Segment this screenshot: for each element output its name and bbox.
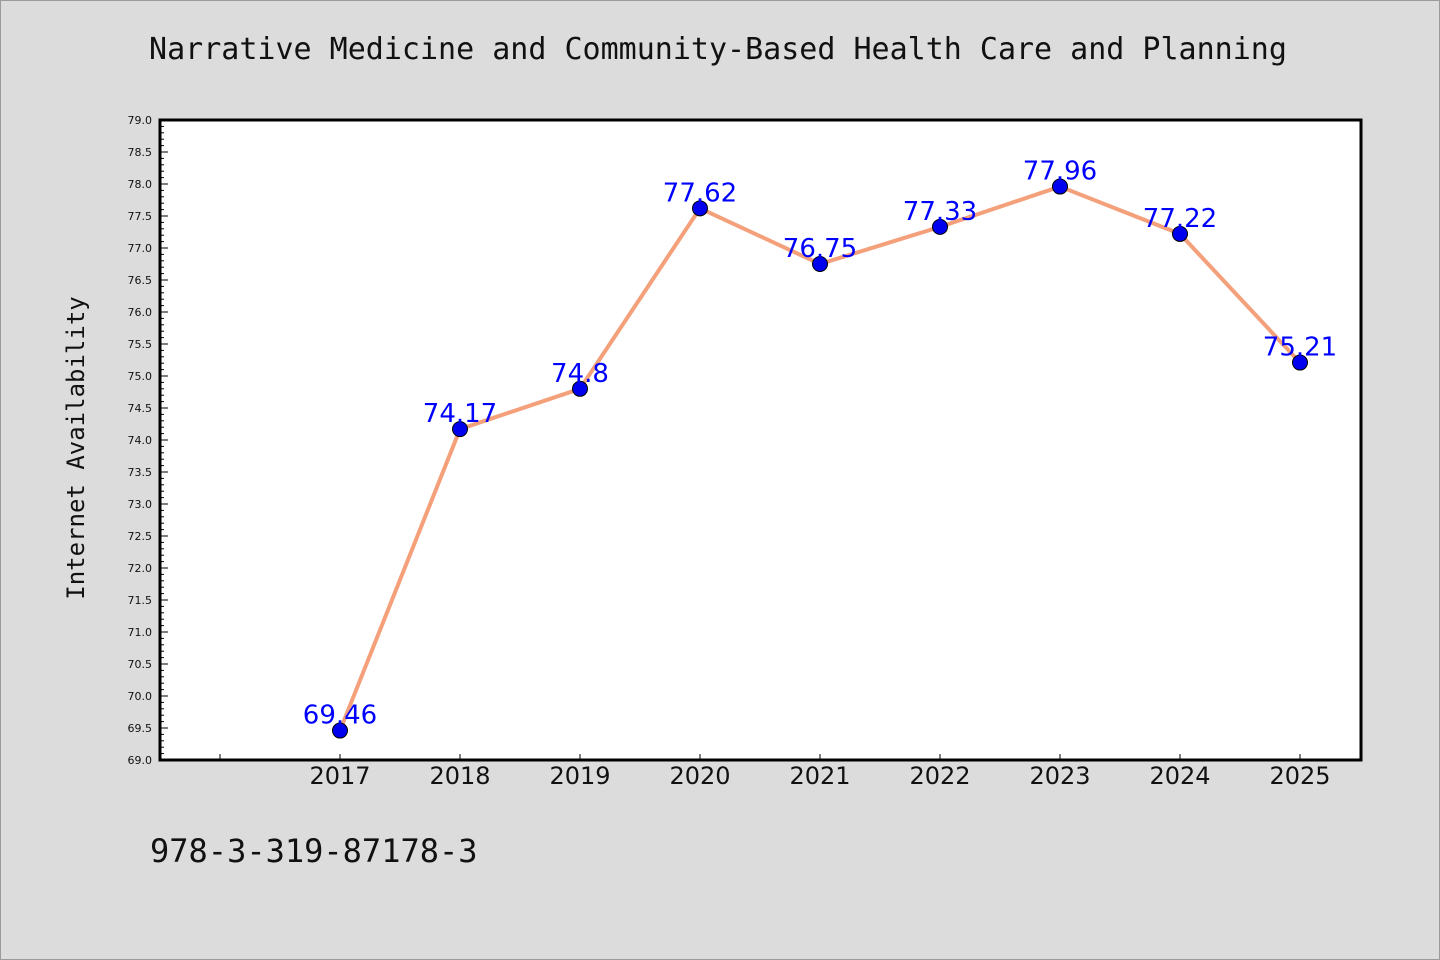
y-tick-label: 76.0 <box>128 306 153 319</box>
y-tick-label: 70.5 <box>128 658 153 671</box>
x-tick-label: 2019 <box>549 762 610 790</box>
y-tick-label: 79.0 <box>128 114 153 127</box>
data-point <box>932 218 948 235</box>
y-tick-label: 77.0 <box>128 242 153 255</box>
y-tick-label: 70.0 <box>128 690 153 703</box>
y-tick-label: 74.0 <box>128 434 153 447</box>
y-tick-label: 78.5 <box>128 146 153 159</box>
x-tick-label: 2020 <box>669 762 730 790</box>
chart-title: Narrative Medicine and Community-Based H… <box>149 32 1287 67</box>
y-tick-label: 73.0 <box>128 498 153 511</box>
data-label: 74.8 <box>551 359 609 389</box>
x-tick-label: 2022 <box>909 762 970 790</box>
y-tick-label: 77.5 <box>128 210 153 223</box>
y-tick-label: 75.0 <box>128 370 153 383</box>
data-label: 75.21 <box>1263 333 1337 363</box>
x-tick-label: 2024 <box>1149 762 1210 790</box>
plot-frame <box>158 118 1363 762</box>
data-point <box>572 380 588 397</box>
data-label: 76.75 <box>783 234 857 264</box>
data-point <box>332 722 348 739</box>
x-tick-label: 2021 <box>789 762 850 790</box>
data-point <box>812 256 828 272</box>
y-tick-label: 69.0 <box>128 754 153 767</box>
y-tick-label: 72.0 <box>128 562 153 575</box>
y-tick-label: 75.5 <box>128 338 153 351</box>
data-label: 74.17 <box>423 399 497 429</box>
data-label: 69.46 <box>303 701 377 731</box>
data-label: 77.96 <box>1023 157 1097 187</box>
y-tick-label: 69.5 <box>128 722 153 735</box>
data-point <box>692 200 708 217</box>
data-point <box>1292 354 1308 371</box>
y-tick-label: 74.5 <box>128 402 153 415</box>
data-point <box>452 421 468 438</box>
x-tick-label: 2018 <box>429 762 490 790</box>
isbn-text: 978-3-319-87178-3 <box>150 832 478 870</box>
data-point <box>1172 225 1188 242</box>
y-tick-label: 71.0 <box>128 626 153 639</box>
y-tick-label: 71.5 <box>128 594 153 607</box>
data-point <box>1052 178 1068 195</box>
data-label: 77.62 <box>663 178 737 208</box>
data-label: 77.22 <box>1143 204 1217 234</box>
y-tick-label: 72.5 <box>128 530 153 543</box>
y-tick-label: 76.5 <box>128 274 153 287</box>
x-tick-label: 2025 <box>1269 762 1330 790</box>
y-tick-label: 73.5 <box>128 466 153 479</box>
data-label: 77.33 <box>903 197 977 227</box>
x-tick-label: 2023 <box>1029 762 1090 790</box>
x-tick-label: 2017 <box>309 762 370 790</box>
y-tick-label: 78.0 <box>128 178 153 191</box>
